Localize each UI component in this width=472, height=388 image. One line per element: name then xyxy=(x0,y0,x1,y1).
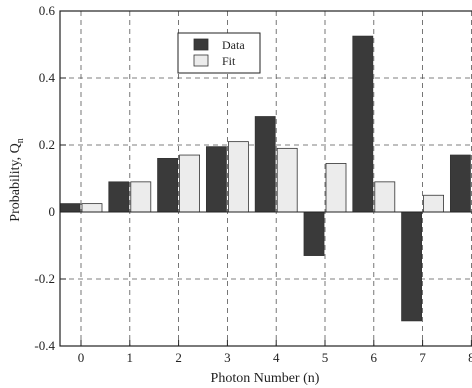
bar-data-1 xyxy=(108,181,130,213)
y-tick-label: 0.6 xyxy=(39,3,56,18)
legend-swatch-fit xyxy=(193,54,209,67)
y-tick-label: -0.4 xyxy=(34,338,55,353)
y-axis-label-subscript: n xyxy=(15,138,26,143)
y-axis-label-main: Probability, Q xyxy=(8,143,23,221)
bar-fit-4 xyxy=(276,147,298,213)
legend-box xyxy=(177,32,261,74)
y-tick-label: 0 xyxy=(49,204,56,219)
x-tick-label: 8 xyxy=(468,350,472,365)
y-tick-label: 0.2 xyxy=(39,137,55,152)
legend-label-fit: Fit xyxy=(222,54,236,68)
y-tick-label: -0.2 xyxy=(34,271,55,286)
x-axis-label: Photon Number (n) xyxy=(211,371,320,386)
x-tick-label: 1 xyxy=(127,350,134,365)
bar-fit-0 xyxy=(81,203,103,213)
bar-data-6 xyxy=(352,35,374,213)
bar-data-4 xyxy=(254,116,276,213)
x-tick-label: 5 xyxy=(322,350,329,365)
x-tick-label: 7 xyxy=(419,350,426,365)
x-tick-label: 3 xyxy=(224,350,231,365)
x-tick-label: 2 xyxy=(175,350,182,365)
bar-data-5 xyxy=(303,211,325,256)
x-tick-label: 0 xyxy=(78,350,85,365)
bar-fit-7 xyxy=(423,194,445,213)
x-tick-label: 4 xyxy=(273,350,280,365)
bar-fit-2 xyxy=(179,154,201,213)
x-tick-label: 6 xyxy=(371,350,378,365)
bar-fit-5 xyxy=(325,163,347,213)
bar-data-7 xyxy=(401,211,423,322)
y-axis-ticks: -0.4 -0.2 0 0.2 0.4 0.6 xyxy=(34,3,66,353)
bar-fit-6 xyxy=(374,181,396,213)
x-axis-ticks: 0 1 2 3 4 5 6 7 8 xyxy=(78,340,472,365)
plot-frame xyxy=(59,10,472,347)
bar-fit-1 xyxy=(130,181,152,213)
bar-data-2 xyxy=(157,157,179,213)
y-axis-label: Probability, Qn xyxy=(8,138,26,221)
bar-data-3 xyxy=(205,146,227,213)
bar-data-8 xyxy=(449,154,471,213)
bar-data-0 xyxy=(59,203,81,213)
legend-label-data: Data xyxy=(222,38,245,52)
y-tick-label: 0.4 xyxy=(39,70,56,85)
legend-swatch-data xyxy=(193,38,209,51)
legend: Data Fit xyxy=(177,32,261,74)
bars xyxy=(59,35,472,322)
bar-fit-3 xyxy=(227,141,249,213)
